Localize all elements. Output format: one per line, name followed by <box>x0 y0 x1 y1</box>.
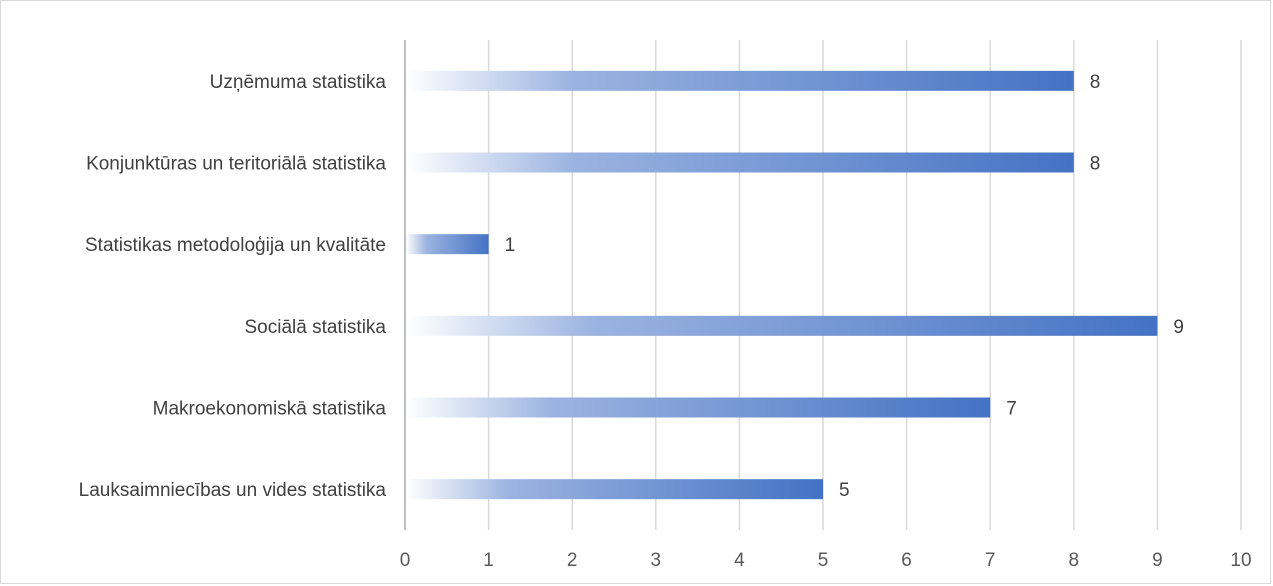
data-label: 1 <box>505 235 516 256</box>
category-label: Lauksaimniecības un vides statistika <box>79 480 387 501</box>
bar <box>406 397 991 418</box>
data-label: 7 <box>1006 399 1017 420</box>
category-label: Makroekonomiskā statistika <box>153 399 387 420</box>
x-tick-label: 5 <box>818 550 829 571</box>
data-label: 8 <box>1090 154 1101 175</box>
x-tick-label: 7 <box>985 550 996 571</box>
category-label: Statistikas metodoloģija un kvalitāte <box>85 235 386 256</box>
category-label: Sociālā statistika <box>244 317 386 338</box>
bar <box>406 152 1074 173</box>
bar <box>406 70 1074 91</box>
bars <box>406 70 1158 500</box>
bar <box>406 315 1158 336</box>
x-tick-label: 10 <box>1230 550 1251 571</box>
category-label: Konjunktūras un teritoriālā statistika <box>86 154 386 175</box>
labels: 0 1 2 3 4 5 6 7 8 9 10 Uzņēmuma statistika 8 Konjunkt… <box>79 72 1252 571</box>
x-tick-label: 6 <box>901 550 912 571</box>
bar <box>406 479 823 500</box>
x-tick-label: 8 <box>1069 550 1080 571</box>
gridlines <box>404 40 1242 530</box>
x-tick-label: 9 <box>1152 550 1163 571</box>
x-tick-label: 0 <box>400 550 411 571</box>
x-tick-label: 1 <box>483 550 494 571</box>
x-tick-label: 3 <box>651 550 662 571</box>
category-label: Uzņēmuma statistika <box>210 72 387 93</box>
x-tick-label: 2 <box>567 550 578 571</box>
x-tick-label: 4 <box>734 550 745 571</box>
data-label: 5 <box>839 480 850 501</box>
data-label: 9 <box>1173 317 1184 338</box>
data-label: 8 <box>1090 72 1101 93</box>
bar <box>406 234 489 255</box>
